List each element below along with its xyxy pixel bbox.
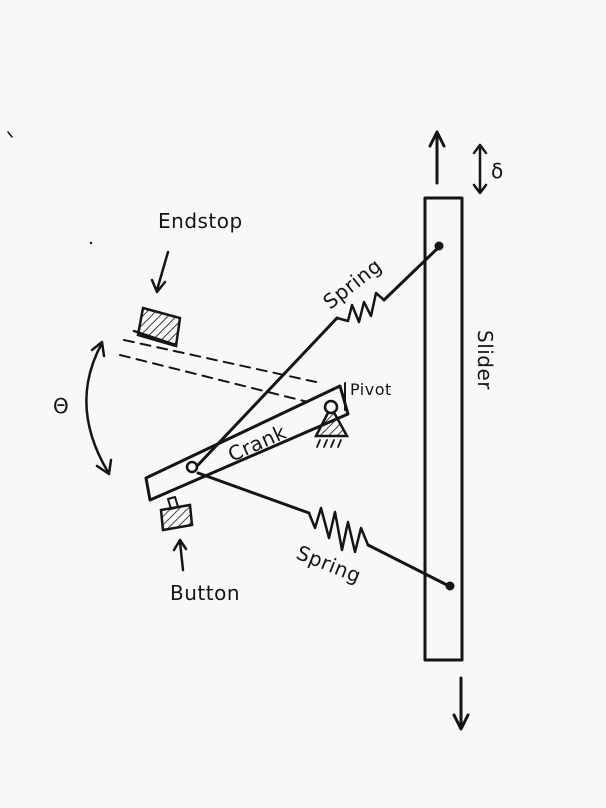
spring-top-coil	[335, 291, 386, 324]
crank-left-joint	[185, 460, 199, 474]
theta-arrow-top	[90, 340, 106, 358]
endstop: Endstop	[132, 209, 243, 348]
theta-symbol: Θ	[53, 394, 69, 418]
spring-top-anchor	[434, 241, 444, 251]
crank: Crank	[144, 384, 350, 502]
slider-bar	[423, 196, 464, 662]
delta-symbol: δ	[491, 159, 504, 183]
button-block-icon	[159, 503, 194, 532]
upper-limit-dashes	[119, 339, 317, 403]
ground-hatch	[316, 439, 342, 448]
pivot: Pivot	[313, 380, 392, 448]
slider-label: Slider	[473, 330, 497, 390]
spring-bottom-coil	[307, 506, 370, 554]
crank-bar	[144, 384, 350, 502]
delta-dimension: δ	[472, 143, 504, 195]
slider-down-arrow	[452, 676, 470, 731]
pivot-ground-icon	[313, 404, 350, 438]
stray-mark	[7, 131, 13, 138]
button-label: Button	[170, 581, 240, 605]
button: Button	[159, 496, 240, 605]
stray-dot	[89, 241, 93, 245]
spring-bottom-anchor	[445, 581, 455, 591]
theta-arc: Θ	[53, 340, 113, 476]
slider: Slider	[423, 196, 497, 662]
spring-bottom: Spring	[196, 471, 455, 591]
endstop-label: Endstop	[158, 209, 243, 233]
slider-up-arrow	[428, 130, 446, 185]
endstop-arrow	[155, 250, 170, 292]
pivot-joint	[323, 399, 339, 415]
pivot-label: Pivot	[350, 380, 392, 399]
button-arrow	[178, 540, 185, 572]
theta-arrow-bottom	[95, 458, 113, 476]
